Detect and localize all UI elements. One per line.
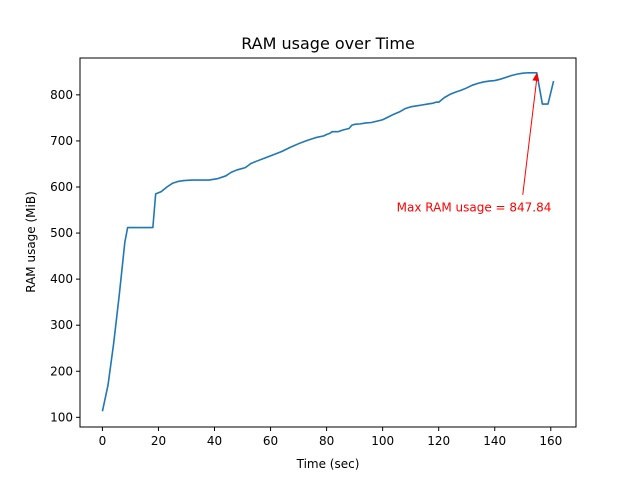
x-axis-label: Time (sec) [296, 457, 360, 471]
x-tick-label: 60 [263, 434, 278, 448]
y-tick-label: 800 [50, 88, 73, 102]
x-tick-label: 140 [483, 434, 506, 448]
y-tick-label: 400 [50, 272, 73, 286]
y-tick-label: 200 [50, 364, 73, 378]
y-tick-label: 100 [50, 410, 73, 424]
y-tick-label: 300 [50, 318, 73, 332]
x-tick-label: 160 [539, 434, 562, 448]
plot-area [101, 71, 555, 412]
annotation-label: Max RAM usage = 847.84 [397, 201, 552, 215]
x-tick-label: 80 [319, 434, 334, 448]
annotation-arrow-line [522, 78, 538, 195]
series-line [101, 71, 555, 412]
y-tick-label: 500 [50, 226, 73, 240]
x-tick-label: 120 [427, 434, 450, 448]
y-axis-label: RAM usage (MiB) [24, 191, 38, 293]
x-tick-label: 0 [99, 434, 107, 448]
y-tick-label: 600 [50, 180, 73, 194]
axes-frame [79, 57, 577, 428]
axis-ticks: 0 20 40 60 80 100 120 140 160 100 200 300 400 500 600 7… [50, 88, 562, 448]
x-tick-label: 100 [371, 434, 394, 448]
y-tick-label: 700 [50, 134, 73, 148]
annotation-arrow-head [532, 72, 540, 82]
x-tick-label: 20 [151, 434, 166, 448]
annotation: Max RAM usage = 847.84 [397, 72, 552, 215]
x-tick-label: 40 [207, 434, 222, 448]
chart-title: RAM usage over Time [241, 34, 415, 53]
